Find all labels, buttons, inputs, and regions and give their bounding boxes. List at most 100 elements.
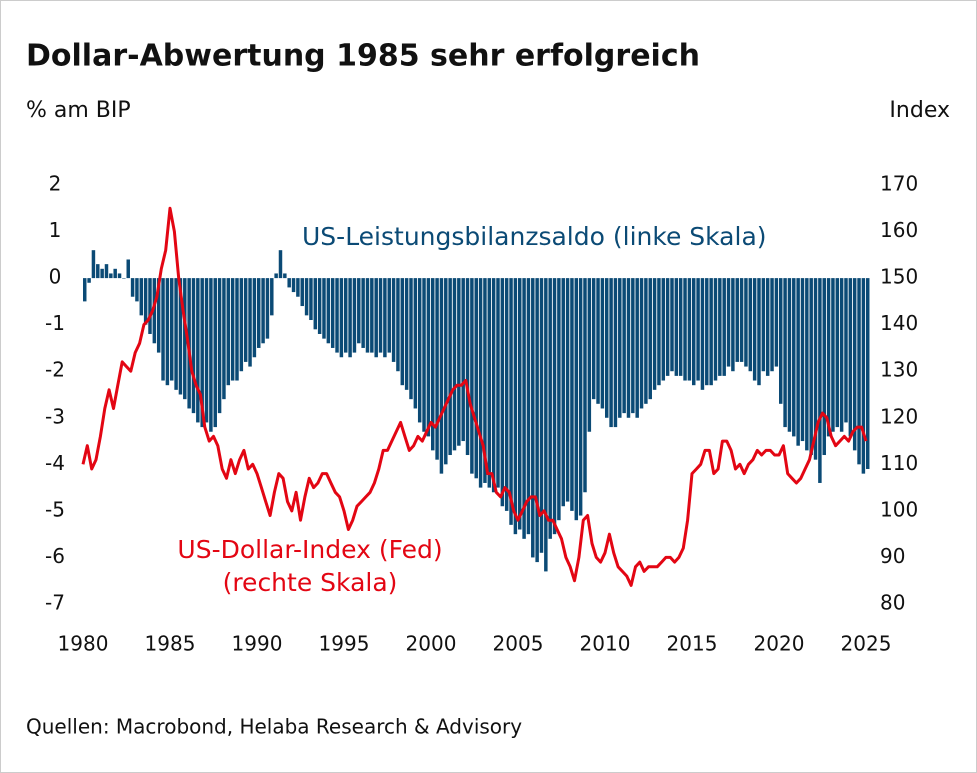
- bar: [113, 268, 117, 279]
- bar: [413, 278, 418, 409]
- line-legend-sub: (rechte Skala): [223, 568, 398, 597]
- x-tick-label: 2020: [754, 632, 805, 656]
- bar: [687, 278, 692, 381]
- bar: [296, 278, 300, 297]
- bar: [561, 278, 565, 507]
- bar: [330, 278, 335, 348]
- bar: [557, 278, 561, 521]
- bar: [209, 278, 213, 432]
- bar: [278, 250, 283, 279]
- bar: [457, 278, 461, 446]
- bar: [518, 278, 522, 530]
- bar: [248, 278, 252, 367]
- bar: [839, 278, 844, 432]
- bar: [657, 278, 661, 386]
- bar: [378, 278, 383, 353]
- bar: [648, 278, 652, 400]
- bar: [200, 278, 204, 428]
- y2-axis-label: Index: [889, 98, 950, 123]
- bar: [461, 278, 465, 442]
- bar: [709, 278, 713, 386]
- bar: [130, 278, 135, 297]
- bar: [674, 278, 679, 376]
- bar: [422, 278, 426, 432]
- x-tick-label: 1990: [232, 632, 283, 656]
- x-tick-label: 1995: [319, 632, 370, 656]
- bar: [148, 278, 152, 334]
- bar: [404, 278, 409, 390]
- bar: [465, 278, 470, 456]
- bar: [222, 278, 226, 400]
- bar: [100, 268, 104, 279]
- bar: [548, 278, 552, 539]
- bar: [96, 264, 100, 279]
- y-tick-label: 1: [49, 218, 62, 242]
- bar: [357, 278, 361, 344]
- bar: [718, 278, 722, 376]
- bar: [600, 278, 605, 409]
- bar: [230, 278, 235, 381]
- y-tick-label: -4: [45, 451, 65, 475]
- bar: [91, 250, 96, 279]
- x-tick-label: 2025: [841, 632, 892, 656]
- bar: [796, 278, 800, 446]
- bar: [243, 278, 248, 362]
- bar: [770, 278, 774, 372]
- bar: [531, 278, 535, 558]
- bar: [631, 278, 635, 414]
- bar: [731, 278, 735, 372]
- bar: [757, 278, 761, 386]
- bar: [661, 278, 666, 381]
- bar: [265, 278, 270, 339]
- bar: [779, 278, 783, 404]
- y-tick-label: 0: [49, 265, 62, 289]
- bar: [161, 278, 165, 381]
- bar: [748, 278, 753, 372]
- bar: [726, 278, 731, 367]
- bar: [639, 278, 644, 409]
- x-tick-label: 2005: [493, 632, 544, 656]
- bar: [139, 278, 144, 316]
- bar: [800, 278, 805, 442]
- bar: [809, 278, 813, 456]
- y2-tick-label: 80: [880, 591, 905, 615]
- y-tick-label: -3: [45, 404, 65, 428]
- x-tick-label: 2010: [580, 632, 631, 656]
- y-tick-label: -1: [45, 311, 65, 335]
- bar: [752, 278, 757, 381]
- y2-tick-label: 140: [880, 311, 918, 335]
- bar: [818, 278, 822, 483]
- bar: [339, 278, 344, 358]
- bar: [722, 278, 726, 376]
- bar: [483, 278, 487, 483]
- bar: [826, 278, 831, 437]
- bar: [487, 278, 492, 488]
- bar: [178, 278, 183, 395]
- bar: [535, 278, 539, 563]
- bar: [618, 278, 622, 418]
- y2-tick-label: 130: [880, 358, 918, 382]
- bar: [287, 278, 291, 288]
- bar: [761, 278, 766, 372]
- bar: [235, 278, 239, 381]
- bar: [143, 278, 148, 325]
- bar: [578, 278, 583, 516]
- bar: [783, 278, 787, 428]
- bar: [226, 278, 231, 386]
- bar: [126, 259, 130, 279]
- bar: [400, 278, 405, 386]
- bar: [831, 278, 835, 432]
- bar: [304, 278, 309, 316]
- bar: [239, 278, 244, 372]
- bar: [283, 273, 287, 279]
- y-tick-label: -6: [45, 544, 65, 568]
- bar: [696, 278, 700, 381]
- bar: [83, 278, 87, 302]
- bar: [274, 273, 278, 279]
- bar: [866, 278, 870, 469]
- bar: [735, 278, 739, 362]
- bar: [626, 278, 631, 418]
- bar: [417, 278, 422, 423]
- bar: [87, 278, 91, 283]
- bar: [861, 278, 866, 474]
